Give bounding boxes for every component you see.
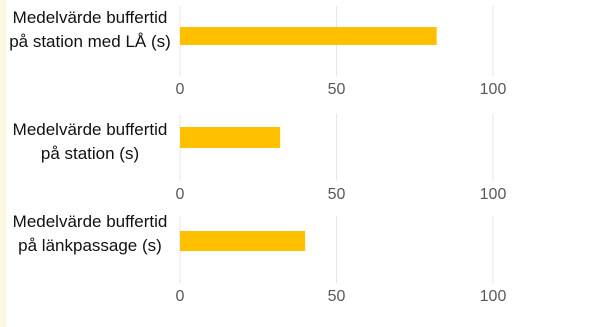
- plot-area-3: 0 50 100: [176, 216, 507, 305]
- chart-panel-2: Medelvärde buffertid på station (s) 0 50 1…: [0, 108, 612, 210]
- bar-2: [180, 127, 281, 148]
- x-tick-label-1: 0: [176, 186, 185, 203]
- x-tick-label-3: 100: [480, 288, 507, 305]
- x-tick-label-2: 50: [328, 186, 346, 203]
- category-label-1: Medelvärde buffertid på station med LÅ (…: [9, 8, 171, 51]
- x-tick-label-1: 0: [176, 288, 185, 305]
- category-label-3: Medelvärde buffertid på länkpassage (s): [12, 212, 168, 255]
- plot-area-2: 0 50 100: [176, 114, 507, 203]
- x-tick-label-3: 100: [480, 186, 507, 203]
- category-label-2: Medelvärde buffertid på station (s): [12, 120, 168, 163]
- x-tick-label-2: 50: [328, 288, 346, 305]
- chart-panel-3: Medelvärde buffertid på länkpassage (s) …: [0, 210, 612, 327]
- plot-area-1: 0 50 100: [176, 6, 507, 98]
- left-edge-strip: [0, 0, 6, 327]
- x-tick-label-2: 50: [328, 81, 346, 98]
- x-tick-label-3: 100: [480, 81, 507, 98]
- x-tick-label-1: 0: [176, 81, 185, 98]
- bar-1: [180, 27, 437, 45]
- chart-panel-1: Medelvärde buffertid på station med LÅ (…: [0, 0, 612, 110]
- bar-3: [180, 231, 306, 251]
